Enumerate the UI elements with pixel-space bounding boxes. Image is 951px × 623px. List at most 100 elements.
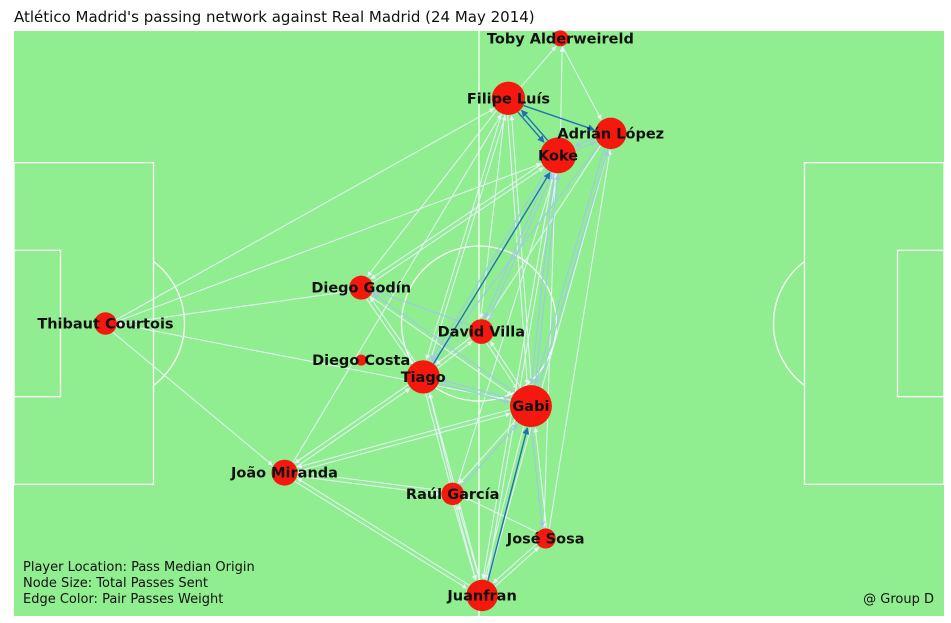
pass-edges [112,46,612,589]
pass-edge [296,477,471,586]
pass-edge [486,342,518,390]
right-six-yard-box [896,249,945,398]
pass-edge [371,167,544,284]
pass-edge [523,104,595,132]
player-label: David Villa [438,325,525,341]
pass-edge [486,145,601,320]
pass-edge [575,140,597,151]
pass-edge [365,298,412,364]
player-label: Tiago [401,370,446,386]
player-node [552,30,569,47]
pass-edge [298,470,442,491]
pass-edge [296,388,411,468]
player-labels: Toby Alderweireld Filipe Luís Adrián López… [37,31,664,604]
pass-edge [478,114,506,319]
pass-edge [297,412,511,472]
pass-edge [453,505,477,581]
player-label: João Miranda [230,466,338,482]
pass-edge [481,172,554,580]
note-edge-color: Edge Color: Pair Passes Weight [23,592,223,607]
pass-edge [429,115,507,362]
pass-edge [534,173,561,386]
pass-edge [117,322,511,401]
pass-edge [517,111,545,143]
pass-edge [559,46,565,138]
player-nodes [94,30,627,612]
pass-edge [425,113,503,360]
pass-edge [431,144,601,363]
player-node [406,360,440,394]
pass-edge [486,173,559,581]
player-node [540,137,577,174]
pass-edge [292,114,502,463]
pass-edge [294,480,468,589]
player-node [349,275,374,300]
pass-edge [428,393,453,483]
pass-edge [369,295,513,396]
center-circle [400,245,558,402]
pass-edge [370,163,543,280]
pass-edge [561,46,602,120]
pass-edge [116,289,350,325]
player-node [468,319,494,344]
pass-edge [435,337,471,365]
pass-edge [294,384,409,464]
pass-edge [461,423,519,488]
left-six-yard-box [13,249,62,398]
player-label: José Sosa [506,531,585,547]
pass-edge [464,496,538,533]
pass-edge [373,289,471,326]
pass-edge [494,546,540,587]
player-node [355,354,367,366]
pass-edge [538,149,610,387]
pass-edge [487,427,530,581]
player-label: Koke [538,148,578,164]
pass-edge [116,108,495,321]
player-node [491,81,526,115]
player-label: Filipe Luís [467,91,550,107]
left-penalty-arc [153,260,186,387]
player-node [441,482,464,506]
pass-edge [440,378,512,400]
player-label: Gabi [512,399,549,415]
player-node [509,385,552,428]
pass-edge [456,504,481,581]
pass-edge [487,149,610,582]
pass-edge [492,543,538,584]
pass-edge [530,427,545,529]
pass-edge [297,475,441,497]
pass-edge [457,173,556,484]
player-label: Diego Costa [312,353,410,369]
pass-edge [520,46,557,88]
pass-edge [574,137,596,147]
pass-edge [533,147,605,386]
right-penalty-arc [772,260,805,387]
player-label: Toby Alderweireld [487,31,634,47]
pass-edge [430,169,548,362]
pass-edge [438,382,510,404]
pass-edge [296,409,511,469]
chart-title: Atlético Madrid's passing network agains… [14,8,535,26]
pass-edge [367,109,498,277]
pass-edge [372,292,516,393]
player-label: Raúl García [406,487,499,503]
pass-edge [489,341,522,388]
pass-edge [484,170,550,320]
player-label: Thibaut Courtois [37,317,173,333]
pass-edge [548,149,612,529]
legend-notes: Player Location: Pass Median Origin Node… [23,560,934,607]
pass-edge [458,420,516,484]
player-node [271,459,298,486]
player-label: Adrián López [557,126,664,142]
note-node-size: Node Size: Total Passes Sent [23,576,208,591]
pass-edge [112,331,273,466]
player-node [595,117,627,150]
credit-label: @ Group D [863,592,934,607]
player-label: Diego Godín [311,281,411,297]
player-node [94,312,117,335]
player-label: Juanfran [446,589,516,605]
player-node [466,579,498,612]
pass-edge [437,340,473,369]
pass-edge [116,163,542,322]
